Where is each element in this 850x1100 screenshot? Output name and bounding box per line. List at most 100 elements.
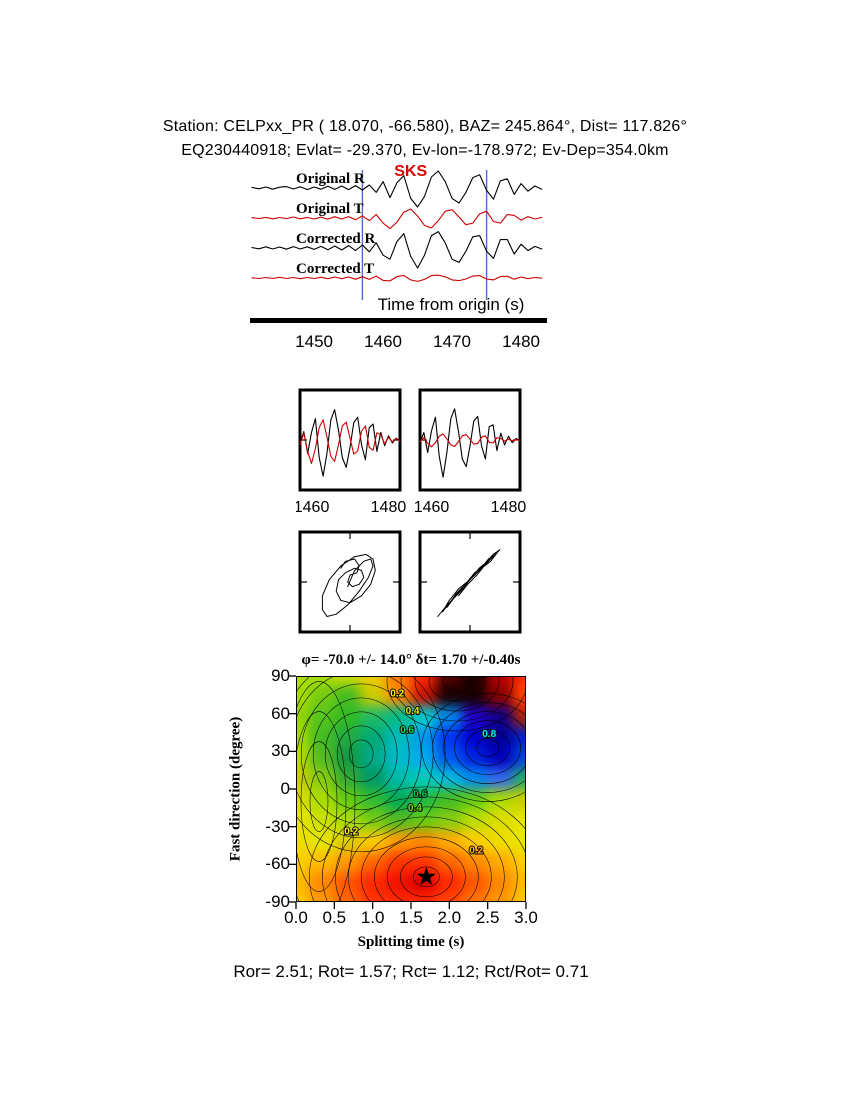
heat-cell [436, 809, 462, 831]
heat-cell [512, 726, 526, 748]
window-tick-label: 1460 [296, 499, 329, 516]
y-tick-label: 30 [271, 741, 290, 761]
heat-cell [461, 684, 488, 706]
time-tick-label: 1480 [502, 332, 540, 351]
contour-ring [300, 741, 338, 862]
phase-label: SKS [394, 163, 427, 180]
heat-cell [309, 747, 335, 769]
trace-label: Original T [296, 201, 364, 217]
contour-ring [400, 856, 453, 898]
heat-cell [334, 893, 361, 902]
window-trace [299, 419, 401, 465]
contour-ring [374, 836, 479, 902]
window-tick-label: 1460 [414, 499, 450, 516]
heat-cell [461, 830, 488, 852]
time-axis-line [250, 318, 547, 323]
best-fit-star [416, 866, 436, 885]
heat-cell [334, 705, 361, 727]
contour-ring [428, 676, 486, 702]
contour-label: 0.6 [400, 725, 414, 736]
particle-motion-path [321, 553, 376, 617]
heat-cell [410, 726, 437, 748]
heat-cell [512, 684, 526, 706]
heat-cell [461, 893, 488, 902]
heat-cell [334, 684, 361, 706]
contour-ring [300, 683, 422, 825]
contour-label: 0.2 [469, 846, 483, 857]
heat-cell [334, 872, 361, 894]
time-tick-label: 1450 [295, 332, 333, 351]
heat-cell [296, 893, 310, 902]
heat-cell [487, 726, 513, 748]
contour-ring [454, 720, 521, 775]
heat-cell [309, 830, 335, 852]
contour-ring [336, 725, 386, 783]
particle-motion-path [437, 549, 501, 617]
heat-cell [334, 726, 361, 748]
time-tick-label: 1460 [364, 332, 402, 351]
heat-cell [385, 768, 411, 789]
contour-ring [414, 676, 500, 712]
x-tick-label: 2.0 [437, 908, 462, 927]
trace-label: Corrected R [296, 231, 375, 247]
heat-cell [334, 747, 361, 769]
y-tick-label: -60 [265, 854, 290, 874]
contour-ring [309, 771, 329, 832]
heat-cell [385, 851, 411, 873]
contour-label: 0.6 [413, 789, 427, 800]
heat-cell [487, 705, 513, 727]
heat-cell [487, 851, 513, 873]
heat-cell [296, 872, 310, 894]
heat-cell [461, 768, 488, 789]
splitting-result-title: φ= -70.0 +/- 14.0° δt= 1.70 +/-0.40s [301, 652, 521, 668]
heat-cell [410, 893, 437, 902]
heat-cell [410, 809, 437, 831]
heat-cell [512, 676, 526, 685]
x-axis-title: Splitting time (s) [357, 934, 465, 950]
waveform-panel: Original R Original T Corrected R Corrected… [250, 163, 547, 351]
map-frame [296, 676, 526, 902]
heat-cell [360, 705, 386, 727]
heat-cell [461, 747, 488, 769]
contour-ring [296, 711, 347, 892]
contour-label: 0.2 [390, 689, 404, 700]
heat-cell [487, 747, 513, 769]
heat-cell [487, 768, 513, 789]
heat-cell [385, 676, 411, 685]
heat-cell [309, 851, 335, 873]
heat-cell [512, 768, 526, 789]
station-info-line: Station: CELPxx_PR ( 18.070, -66.580), B… [162, 118, 688, 135]
contour-ring [348, 739, 374, 769]
contour-ring [400, 676, 514, 722]
heat-cell [512, 789, 526, 810]
heat-cell [296, 789, 310, 810]
heat-cell [461, 809, 488, 831]
window-tick-label: 1480 [491, 499, 527, 516]
heat-cell [487, 676, 513, 685]
trace-line [251, 274, 543, 282]
heat-cell [487, 872, 513, 894]
contour-ring [442, 676, 472, 692]
heat-cell [436, 676, 462, 685]
contour-ring [476, 738, 499, 757]
trace-line [251, 170, 543, 208]
y-tick-label: 90 [271, 666, 290, 685]
heat-cell [309, 726, 335, 748]
contour-ring [432, 702, 526, 793]
y-axis-title: Fast direction (degree) [227, 716, 244, 862]
time-tick-label: 1470 [433, 332, 471, 351]
contour-ring [309, 786, 526, 902]
window-trace [419, 408, 521, 478]
heat-cell [309, 872, 335, 894]
heat-cell [309, 684, 335, 706]
window-trace [419, 433, 521, 448]
x-tick-label: 0.5 [322, 908, 347, 927]
contour-lines: 0.20.40.6 0.80.60.40.20.2 [296, 676, 526, 902]
heat-cell [360, 676, 386, 685]
contour-ring [312, 697, 410, 811]
heat-cell [360, 872, 386, 894]
heat-cell [512, 893, 526, 902]
heat-cell [410, 830, 437, 852]
heat-cell [410, 789, 437, 810]
heat-cell [512, 747, 526, 769]
